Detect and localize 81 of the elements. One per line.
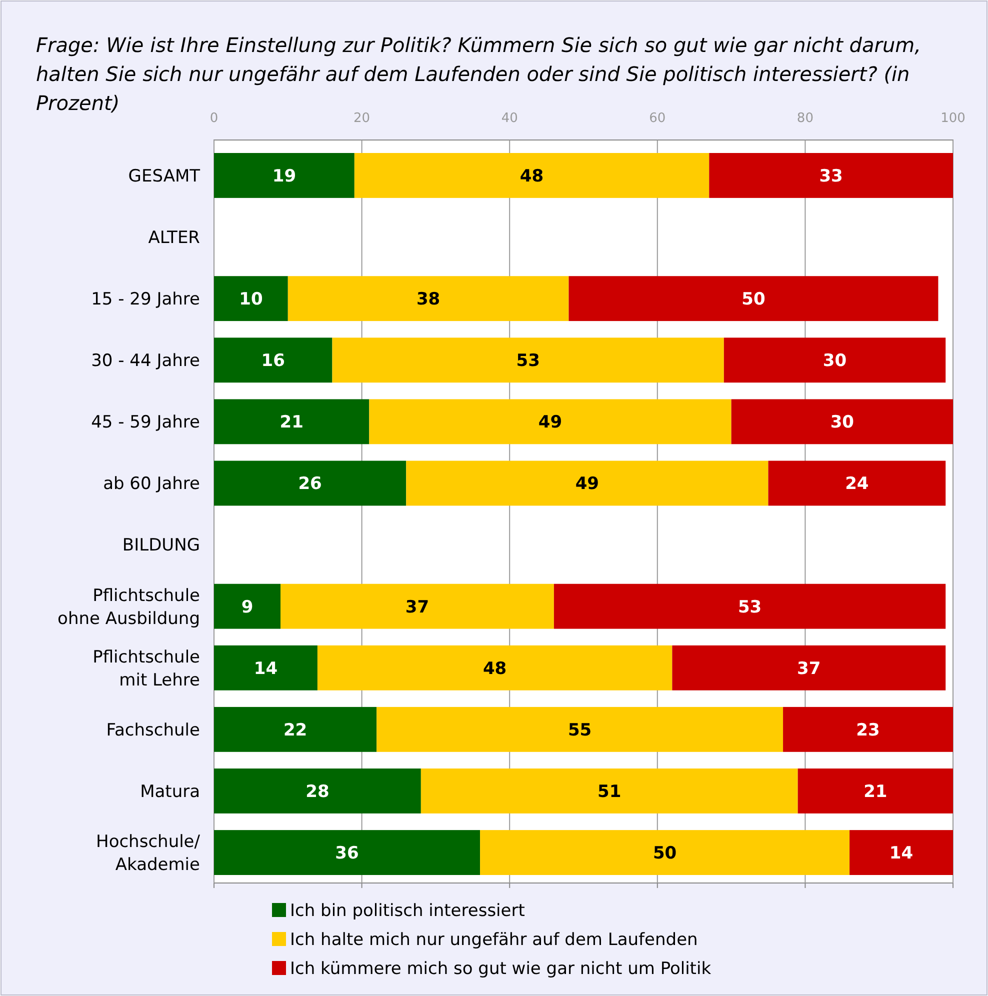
data-label: 49 xyxy=(538,412,562,433)
y-tick-label: Pflichtschule mit Lehre xyxy=(92,647,200,690)
bar xyxy=(376,706,784,752)
bar xyxy=(214,645,318,690)
data-label: 37 xyxy=(797,658,821,679)
bar xyxy=(288,276,569,322)
data-label: 14 xyxy=(889,843,914,864)
y-tick-label: 45 - 59 Jahre xyxy=(91,412,200,433)
data-label: 22 xyxy=(283,720,308,740)
bar xyxy=(214,399,370,444)
legend-label: Ich bin politisch interessiert xyxy=(290,900,526,921)
bar xyxy=(214,830,480,875)
data-label: 38 xyxy=(416,290,440,310)
data-label: 19 xyxy=(272,166,296,186)
bar xyxy=(214,276,288,322)
bar xyxy=(332,338,724,383)
bar xyxy=(214,584,281,629)
data-label: 14 xyxy=(254,658,278,679)
data-label: 50 xyxy=(652,843,677,864)
data-label: 53 xyxy=(516,351,540,372)
legend-label: Ich kümmere mich so gut wie gar nicht um Politik xyxy=(290,958,712,979)
y-tick-label: Matura xyxy=(140,782,200,802)
data-label: 55 xyxy=(568,720,592,740)
x-tick-label: 80 xyxy=(796,111,814,126)
bar xyxy=(214,768,421,814)
data-label: 30 xyxy=(822,351,847,372)
y-tick-label: ALTER xyxy=(148,228,200,248)
x-tick-label: 20 xyxy=(354,111,370,126)
x-tick-label: 40 xyxy=(501,111,518,126)
bar xyxy=(480,830,850,875)
bar xyxy=(214,460,406,506)
bar xyxy=(354,153,710,198)
data-label: 26 xyxy=(298,474,322,494)
bar xyxy=(724,338,946,383)
y-tick-label: Pflichtschule ohne Ausbildung xyxy=(58,586,200,629)
x-tick-label: 60 xyxy=(649,111,666,126)
bar xyxy=(709,153,953,198)
legend-label: Ich halte mich nur ungefähr auf dem Laufenden xyxy=(290,930,698,950)
bar xyxy=(369,399,732,444)
y-tick-label: Hochschule/ Akademie xyxy=(96,832,200,875)
data-label: 53 xyxy=(738,597,762,618)
bar xyxy=(214,153,354,198)
bar xyxy=(568,276,938,322)
bar xyxy=(214,338,332,383)
data-label: 24 xyxy=(845,474,869,494)
bar xyxy=(280,584,554,629)
data-label: 21 xyxy=(864,782,888,802)
y-tick-label: BILDUNG xyxy=(122,536,200,556)
bar xyxy=(672,645,946,690)
data-label: 33 xyxy=(819,166,843,186)
bar xyxy=(420,768,798,814)
y-tick-label: ab 60 Jahre xyxy=(103,474,200,494)
data-label: 49 xyxy=(575,474,600,494)
data-label: 50 xyxy=(742,290,766,310)
bar xyxy=(798,768,953,814)
bar xyxy=(214,706,377,752)
bar xyxy=(317,645,672,690)
bar xyxy=(768,460,946,506)
y-tick-label: 15 - 29 Jahre xyxy=(91,290,200,310)
data-label: 21 xyxy=(280,412,304,433)
data-label: 36 xyxy=(335,843,359,864)
data-label: 37 xyxy=(405,597,430,618)
data-label: 48 xyxy=(482,658,507,679)
data-label: 28 xyxy=(306,782,330,802)
bar xyxy=(850,830,953,875)
x-tick-label: 0 xyxy=(210,111,218,126)
data-label: 30 xyxy=(830,412,854,433)
data-label: 48 xyxy=(520,166,544,186)
bar xyxy=(554,584,946,629)
y-tick-label: 30 - 44 Jahre xyxy=(91,351,200,372)
y-tick-label: GESAMT xyxy=(128,166,201,186)
data-label: 9 xyxy=(241,597,254,618)
data-label: 23 xyxy=(856,720,880,740)
bar xyxy=(783,706,953,752)
x-tick-label: 100 xyxy=(940,111,966,126)
data-label: 10 xyxy=(239,290,263,310)
bar xyxy=(406,460,768,506)
y-tick-label: Fachschule xyxy=(106,720,200,740)
data-label: 51 xyxy=(598,782,622,802)
data-label: 16 xyxy=(261,351,285,372)
bar xyxy=(731,399,953,444)
